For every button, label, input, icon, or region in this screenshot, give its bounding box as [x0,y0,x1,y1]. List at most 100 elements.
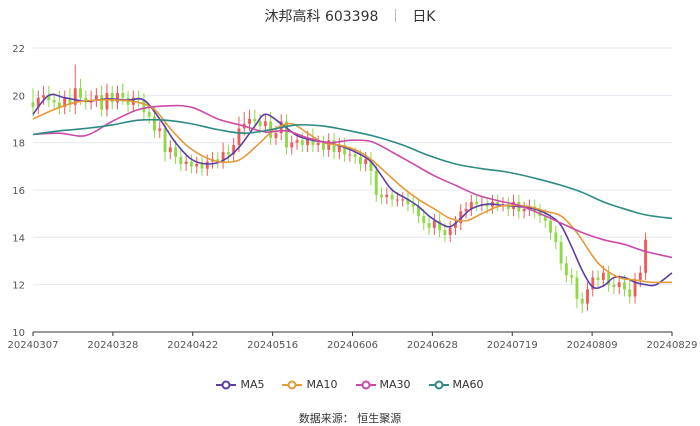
candle-body [644,239,648,273]
candle-body [633,279,637,297]
candle-body [285,121,288,148]
candle-body [232,145,236,155]
y-tick-label: 22 [12,44,25,55]
candle-body [417,206,420,217]
candle-body [369,159,373,172]
candle-body [612,284,616,288]
candle-body [153,116,156,131]
candle-body [248,119,251,124]
candle-body [147,111,151,117]
candle-body [596,277,600,280]
legend-label-ma5: MA5 [240,378,265,391]
candle-body [496,201,500,205]
candle-body [554,232,558,243]
candle-body [591,277,595,290]
candle-body [300,140,304,146]
candle-body [427,223,431,228]
candle-body [438,220,442,231]
candle-body [353,154,357,157]
candle-body [200,163,204,169]
candle-body [174,147,178,157]
chart-legend: MA5 MA10 MA30 MA60 [0,378,700,391]
chart-title: 沐邦高科 603398 日K [0,6,700,26]
x-tick-label: 20240606 [327,340,378,351]
candle-body [73,88,77,105]
candle-body [36,97,40,108]
candle-body [52,100,56,103]
candle-body [105,92,109,110]
legend-item-ma30[interactable]: MA30 [355,378,411,391]
data-source: 数据来源： 恒生聚源 [298,412,402,425]
x-tick-label: 20240307 [8,340,59,351]
y-tick-label: 20 [12,91,25,102]
candle-body [459,211,463,224]
x-tick-label: 20240719 [487,340,538,351]
candle-body [543,216,547,221]
candle-body [316,142,320,146]
candle-body [506,204,510,209]
candle-body [274,133,278,138]
candle-body [311,137,315,146]
candle-body [570,275,574,278]
candle-body [443,230,447,235]
candle-body [401,199,405,201]
candle-body [295,140,299,143]
candle-body [100,95,104,110]
candle-body [79,88,82,98]
candle-body [601,272,605,280]
x-tick-label: 20240628 [407,340,458,351]
legend-item-ma60[interactable]: MA60 [428,378,484,391]
candle-body [237,128,241,146]
candle-body [586,289,589,304]
legend-item-ma5[interactable]: MA5 [216,378,264,391]
candle-body [116,92,119,103]
candle-body [422,216,426,224]
y-tick-label: 16 [12,186,25,197]
candle-body [348,154,352,156]
candle-body [607,272,611,285]
candle-body [322,142,325,150]
candle-body [411,204,415,207]
candle-body [522,208,526,212]
candle-body [454,223,457,228]
candle-body [638,272,642,280]
candle-body [168,147,172,153]
x-tick-label: 20240328 [87,340,138,351]
candle-body [337,145,341,153]
y-tick-label: 18 [12,139,25,150]
title-divider [394,9,396,22]
y-tick-label: 14 [12,233,25,244]
legend-item-ma10[interactable]: MA10 [282,378,338,391]
y-tick-label: 10 [12,328,25,339]
candle-body [617,282,621,288]
candle-body [253,119,257,122]
candle-body [179,156,183,164]
ma-line-ma30 [32,104,673,259]
candle-body [575,277,579,299]
candle-body [327,140,331,150]
x-tick-label: 20240516 [247,340,298,351]
legend-swatch-ma10 [282,380,303,389]
candle-body [57,102,61,108]
candle-body [380,194,383,198]
candle-body [580,298,584,304]
legend-swatch-ma60 [428,380,449,389]
candle-body [364,159,368,164]
candle-body [216,159,220,162]
candle-body [158,128,162,131]
candle-body [469,201,473,209]
candle-body [94,95,98,101]
x-tick-label: 20240422 [167,340,218,351]
candle-body [42,95,46,98]
candle-body [406,199,410,205]
candle-body [47,95,51,101]
candle-body [110,92,114,103]
ma-line-ma5 [32,93,673,290]
candle-body [485,204,489,207]
stock-name: 沐邦高科 [264,9,321,25]
legend-label-ma30: MA30 [379,378,411,391]
candle-body [395,199,399,201]
kline-chart: 10 12 14 16 18 20 22 20240307 20240328 20240422 20… [8,44,698,351]
period-label: 日K [412,9,436,25]
legend-swatch-ma30 [355,380,376,389]
